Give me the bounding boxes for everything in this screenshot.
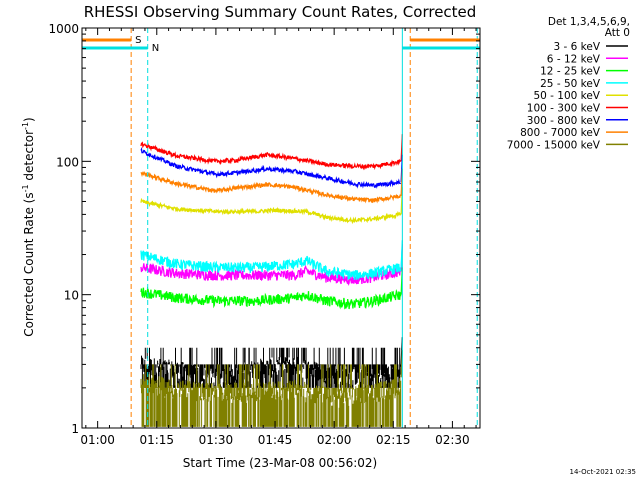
legend-label: 100 - 300 keV [527,103,601,115]
legend-label: 800 - 7000 keV [520,127,601,139]
y-axis-label: Corrected Count Rate (s-1 detector-1) [21,117,36,336]
x-tick-label: 01:00 [80,433,115,447]
series-line [140,171,401,204]
x-tick-label: 02:15 [376,433,411,447]
y-tick-label: 1 [71,422,79,436]
series-line [140,147,402,189]
x-axis-label: Start Time (23-Mar-08 00:56:02) [183,456,377,470]
x-tick-label: 01:45 [258,433,293,447]
chart-title: RHESSI Observing Summary Count Rates, Co… [84,3,477,21]
legend-label: 6 - 12 keV [547,53,601,65]
y-tick-label: 100 [56,155,79,169]
series-line [140,141,402,171]
legend-header-2: Att 0 [605,27,630,39]
legend-header-1: Det 1,3,4,5,6,9, [548,16,630,28]
timestamp: 14-Oct-2021 02:35 [570,468,636,476]
series-50-100-keV [140,187,403,225]
x-tick-label: 01:30 [199,433,234,447]
y-tick-label: 1000 [48,22,79,36]
series-line [140,364,402,427]
series-7000-15000-keV [140,350,403,427]
series-line [140,250,402,280]
legend-label: 25 - 50 keV [540,78,601,90]
legend-label: 50 - 100 keV [533,90,600,102]
series-line [140,197,402,225]
annotation-n: N [152,43,159,54]
axes: 01:00 01:15 01:30 01:45 02:00 02:15 02:30 1 10 10… [48,22,481,447]
y-tick-label: 10 [64,289,79,303]
x-tick-label: 02:00 [317,433,352,447]
x-tick-label: 01:15 [139,433,174,447]
legend-label: 300 - 800 keV [527,115,601,127]
annotation-s: S [135,35,141,46]
legend-label: 12 - 25 keV [540,66,601,78]
series-line [140,286,402,310]
x-tick-label: 02:30 [435,433,470,447]
legend-label: 3 - 6 keV [553,41,600,53]
legend-label: 7000 - 15000 keV [507,139,601,151]
plot-frame [81,27,481,429]
series-marks: SN [82,28,480,428]
series-100-300-keV [140,134,403,171]
